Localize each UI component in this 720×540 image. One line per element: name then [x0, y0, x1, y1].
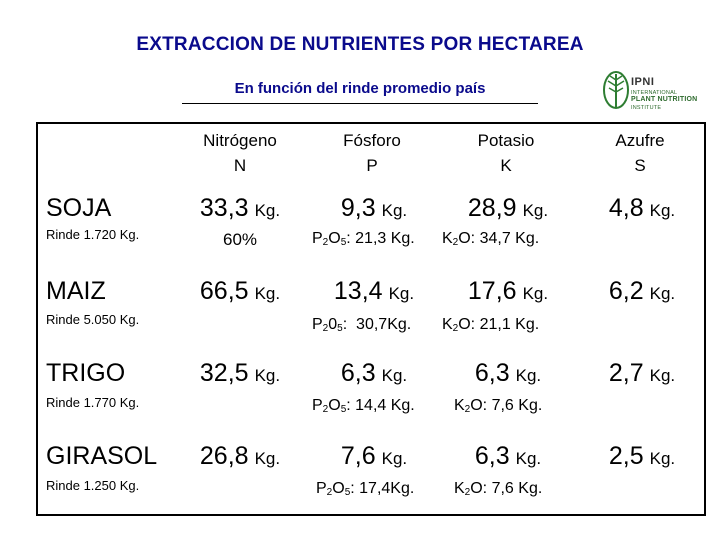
value-number: 6,3	[474, 359, 510, 387]
page-subtitle: En función del rinde promedio país	[234, 80, 486, 97]
value-unit: Kg.	[388, 284, 415, 303]
header-sulfur-name: Azufre	[615, 131, 665, 150]
k2o-value: 34,7 Kg.	[479, 230, 540, 247]
value-number: 2,7	[608, 359, 644, 387]
value-k: 17,6 Kg.	[443, 277, 573, 306]
value-p: 7,6 Kg.	[309, 442, 439, 471]
value-n: 26,8 Kg.	[175, 442, 305, 471]
value-p: 6,3 Kg.	[309, 359, 439, 388]
header-sulfur-symbol: S	[634, 156, 646, 175]
value-number: 4,8	[608, 194, 644, 222]
header-phosphorus-name: Fósforo	[343, 131, 401, 150]
value-unit: Kg.	[254, 449, 281, 468]
header-nitrogen: Nitrógeno N	[180, 128, 300, 178]
value-number: 6,3	[340, 359, 376, 387]
value-unit: Kg.	[254, 201, 281, 220]
value-unit: Kg.	[649, 449, 676, 468]
value-p: 9,3 Kg.	[309, 194, 439, 223]
logo-line-1: INTERNATIONAL	[631, 90, 678, 96]
k2o-equivalent: K2O: 7,6 Kg.	[454, 480, 543, 498]
value-s: 2,5 Kg.	[577, 442, 707, 471]
k2o-equivalent: K2O: 7,6 Kg.	[454, 397, 543, 415]
p2o5-value: 14,4 Kg.	[355, 397, 415, 414]
value-n: 32,5 Kg.	[175, 359, 305, 388]
value-s: 6,2 Kg.	[577, 277, 707, 306]
value-s: 2,7 Kg.	[577, 359, 707, 388]
value-number: 32,5	[199, 359, 249, 387]
p2o5-equivalent: P2O5: 14,4 Kg.	[312, 397, 415, 415]
value-k: 6,3 Kg.	[443, 442, 573, 471]
nitrogen-percent: 60%	[222, 230, 258, 249]
value-unit: Kg.	[381, 449, 408, 468]
subtitle-underline	[182, 103, 538, 104]
crop-name: MAIZ	[46, 277, 106, 305]
value-unit: Kg.	[515, 366, 542, 385]
header-potassium: Potasio K	[446, 128, 566, 178]
crop-name: TRIGO	[46, 359, 126, 387]
crop-name: SOJA	[46, 194, 112, 222]
value-n: 33,3 Kg.	[175, 194, 305, 223]
k2o-value: 7,6 Kg.	[491, 480, 543, 497]
value-s: 4,8 Kg.	[577, 194, 707, 223]
value-number: 2,5	[608, 442, 644, 470]
value-unit: Kg.	[649, 366, 676, 385]
value-unit: Kg.	[649, 201, 676, 220]
k2o-equivalent: K2O: 21,1 Kg.	[442, 316, 540, 334]
p2o5-equivalent: P2O5: 21,3 Kg.	[312, 230, 415, 248]
value-k: 28,9 Kg.	[443, 194, 573, 223]
header-potassium-name: Potasio	[477, 131, 535, 150]
value-unit: Kg.	[254, 366, 281, 385]
value-k: 6,3 Kg.	[443, 359, 573, 388]
value-unit: Kg.	[381, 201, 408, 220]
value-number: 26,8	[199, 442, 249, 470]
value-number: 17,6	[467, 277, 517, 305]
k2o-equivalent: K2O: 34,7 Kg.	[442, 230, 540, 248]
p2o5-value: 17,4Kg.	[359, 480, 415, 497]
crop-yield: Rinde 1.770 Kg.	[46, 395, 140, 410]
header-nitrogen-name: Nitrógeno	[203, 131, 277, 150]
value-number: 6,3	[474, 442, 510, 470]
nutrient-table: Nitrógeno N Fósforo P Potasio K Azufre S…	[36, 122, 706, 516]
crop-yield: Rinde 1.720 Kg.	[46, 227, 140, 242]
crop-yield: Rinde 5.050 Kg.	[46, 312, 140, 327]
p2o5-value: 30,7Kg.	[356, 316, 412, 333]
crop-name: GIRASOL	[46, 442, 158, 470]
header-potassium-symbol: K	[500, 156, 512, 175]
logo-line-2: PLANT NUTRITION	[631, 96, 698, 103]
value-n: 66,5 Kg.	[175, 277, 305, 306]
value-unit: Kg.	[254, 284, 281, 303]
wheat-globe-icon	[603, 71, 629, 109]
p2o5-equivalent: P2O5: 17,4Kg.	[316, 480, 415, 498]
logo-line-3: INSTITUTE	[631, 105, 662, 111]
p2o5-equivalent: P205: 30,7Kg.	[312, 316, 412, 334]
k2o-value: 7,6 Kg.	[491, 397, 543, 414]
p2o5-value: 21,3 Kg.	[355, 230, 415, 247]
ipni-logo: IPNI INTERNATIONAL PLANT NUTRITION INSTI…	[600, 64, 710, 120]
logo-name: IPNI	[631, 76, 655, 88]
value-number: 7,6	[340, 442, 376, 470]
value-unit: Kg.	[522, 201, 549, 220]
crop-yield: Rinde 1.250 Kg.	[46, 478, 140, 493]
header-nitrogen-symbol: N	[233, 156, 247, 175]
page-title: EXTRACCION DE NUTRIENTES POR HECTAREA	[136, 34, 584, 55]
value-number: 9,3	[340, 194, 376, 222]
value-unit: Kg.	[381, 366, 408, 385]
header-sulfur: Azufre S	[580, 128, 700, 178]
k2o-value: 21,1 Kg.	[479, 316, 540, 333]
value-unit: Kg.	[522, 284, 549, 303]
value-p: 13,4 Kg.	[309, 277, 439, 306]
value-unit: Kg.	[649, 284, 676, 303]
value-unit: Kg.	[515, 449, 542, 468]
value-number: 66,5	[199, 277, 249, 305]
value-number: 33,3	[199, 194, 249, 222]
value-number: 6,2	[608, 277, 644, 305]
value-number: 13,4	[333, 277, 383, 305]
header-phosphorus-symbol: P	[366, 156, 378, 175]
header-phosphorus: Fósforo P	[312, 128, 432, 178]
value-number: 28,9	[467, 194, 517, 222]
